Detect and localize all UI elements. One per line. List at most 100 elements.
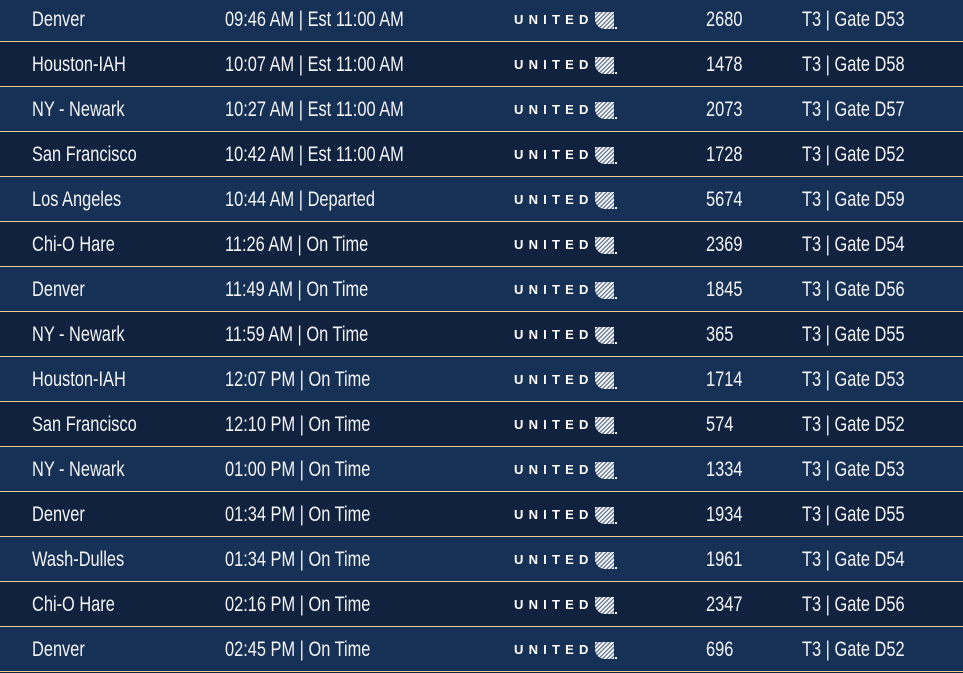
flight-number: 574	[706, 413, 734, 436]
globe-icon	[594, 281, 617, 299]
globe-icon	[594, 236, 617, 254]
flight-row: San Francisco 10:42 AM | Est 11:00 AM UNIT…	[0, 132, 963, 177]
destination: Denver	[32, 278, 85, 301]
flight-row: NY - Newark 01:00 PM | On Time UNITED 1334 T…	[0, 447, 963, 492]
flight-row: Houston-IAH 12:07 PM | On Time UNITED 1714 T…	[0, 357, 963, 402]
terminal-gate: T3 | Gate D56	[802, 593, 905, 616]
destination: NY - Newark	[32, 458, 125, 481]
airline-name: UNITED	[514, 12, 594, 27]
departure-time-status: 10:27 AM | Est 11:00 AM	[225, 98, 404, 121]
airline-name: UNITED	[514, 192, 594, 207]
terminal-gate: T3 | Gate D57	[802, 98, 905, 121]
airline-name: UNITED	[514, 147, 594, 162]
flight-row: Denver 02:45 PM | On Time UNITED 696 T3 | Ga…	[0, 627, 963, 672]
flight-number: 1728	[706, 143, 743, 166]
airline-logo: UNITED	[514, 146, 617, 164]
flight-row: Houston-IAH 10:07 AM | Est 11:00 AM UNITED…	[0, 42, 963, 87]
globe-icon	[594, 641, 617, 659]
destination: Chi-O Hare	[32, 593, 115, 616]
flight-number: 2073	[706, 98, 743, 121]
flight-row: NY - Newark 11:59 AM | On Time UNITED 365 T3…	[0, 312, 963, 357]
airline-name: UNITED	[514, 417, 594, 432]
destination: Denver	[32, 638, 85, 661]
terminal-gate: T3 | Gate D59	[802, 188, 905, 211]
flight-row: Denver 01:34 PM | On Time UNITED 1934 T3 | G…	[0, 492, 963, 537]
airline-name: UNITED	[514, 552, 594, 567]
airline-name: UNITED	[514, 57, 594, 72]
destination: San Francisco	[32, 143, 137, 166]
terminal-gate: T3 | Gate D54	[802, 233, 905, 256]
globe-icon	[594, 506, 617, 524]
airline-name: UNITED	[514, 597, 594, 612]
globe-icon	[594, 371, 617, 389]
flight-row: Denver 09:46 AM | Est 11:00 AM UNITED 2680 T…	[0, 0, 963, 42]
terminal-gate: T3 | Gate D54	[802, 548, 905, 571]
airline-logo: UNITED	[514, 596, 617, 614]
globe-icon	[594, 146, 617, 164]
globe-icon	[594, 191, 617, 209]
terminal-gate: T3 | Gate D52	[802, 638, 905, 661]
departure-time-status: 01:34 PM | On Time	[225, 548, 371, 571]
airline-logo: UNITED	[514, 236, 617, 254]
airline-logo: UNITED	[514, 101, 617, 119]
airline-logo: UNITED	[514, 416, 617, 434]
airline-logo: UNITED	[514, 461, 617, 479]
departure-time-status: 01:34 PM | On Time	[225, 503, 371, 526]
flight-number: 1934	[706, 503, 743, 526]
flight-number: 2680	[706, 8, 743, 31]
flight-number: 365	[706, 323, 734, 346]
terminal-gate: T3 | Gate D53	[802, 458, 905, 481]
departure-time-status: 10:07 AM | Est 11:00 AM	[225, 53, 404, 76]
departure-time-status: 11:49 AM | On Time	[225, 278, 369, 301]
destination: Denver	[32, 503, 85, 526]
flight-row: Denver 11:49 AM | On Time UNITED 1845 T3 | G…	[0, 267, 963, 312]
flight-row: Los Angeles 10:44 AM | Departed UNITED 5674…	[0, 177, 963, 222]
flight-number: 696	[706, 638, 734, 661]
globe-icon	[594, 11, 617, 29]
flight-number: 1334	[706, 458, 743, 481]
airline-name: UNITED	[514, 507, 594, 522]
globe-icon	[594, 56, 617, 74]
flight-row: Chi-O Hare 11:26 AM | On Time UNITED 2369 T3…	[0, 222, 963, 267]
airline-logo: UNITED	[514, 641, 617, 659]
flight-row: Wash-Dulles 01:34 PM | On Time UNITED 1961 T…	[0, 537, 963, 582]
destination: Chi-O Hare	[32, 233, 115, 256]
flight-row: Chi-O Hare 02:16 PM | On Time UNITED 2347 T3…	[0, 582, 963, 627]
destination: Houston-IAH	[32, 368, 126, 391]
terminal-gate: T3 | Gate D55	[802, 503, 905, 526]
terminal-gate: T3 | Gate D52	[802, 413, 905, 436]
globe-icon	[594, 596, 617, 614]
airline-logo: UNITED	[514, 551, 617, 569]
airline-name: UNITED	[514, 372, 594, 387]
departure-time-status: 02:16 PM | On Time	[225, 593, 371, 616]
airline-logo: UNITED	[514, 56, 617, 74]
terminal-gate: T3 | Gate D58	[802, 53, 905, 76]
airline-name: UNITED	[514, 327, 594, 342]
globe-icon	[594, 101, 617, 119]
departure-time-status: 11:26 AM | On Time	[225, 233, 369, 256]
airline-logo: UNITED	[514, 506, 617, 524]
flight-row: NY - Newark 10:27 AM | Est 11:00 AM UNITED…	[0, 87, 963, 132]
airline-name: UNITED	[514, 237, 594, 252]
destination: San Francisco	[32, 413, 137, 436]
departure-time-status: 09:46 AM | Est 11:00 AM	[225, 8, 404, 31]
globe-icon	[594, 416, 617, 434]
flight-number: 1961	[706, 548, 743, 571]
flight-number: 1478	[706, 53, 743, 76]
globe-icon	[594, 326, 617, 344]
departure-time-status: 10:42 AM | Est 11:00 AM	[225, 143, 404, 166]
airline-name: UNITED	[514, 642, 594, 657]
airline-logo: UNITED	[514, 326, 617, 344]
globe-icon	[594, 551, 617, 569]
departure-time-status: 11:59 AM | On Time	[225, 323, 369, 346]
destination: Los Angeles	[32, 188, 122, 211]
departure-time-status: 01:00 PM | On Time	[225, 458, 371, 481]
destination: NY - Newark	[32, 98, 125, 121]
airline-logo: UNITED	[514, 191, 617, 209]
departure-time-status: 12:07 PM | On Time	[225, 368, 371, 391]
destination: NY - Newark	[32, 323, 125, 346]
departure-time-status: 12:10 PM | On Time	[225, 413, 371, 436]
destination: Wash-Dulles	[32, 548, 125, 571]
flight-number: 1714	[706, 368, 743, 391]
airline-name: UNITED	[514, 102, 594, 117]
